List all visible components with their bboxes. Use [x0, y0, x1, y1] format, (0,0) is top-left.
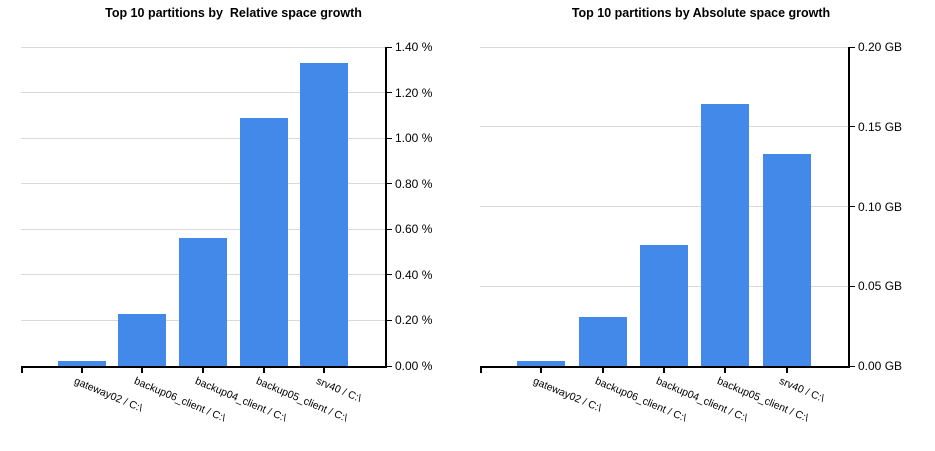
- y-axis-tick: [850, 46, 855, 48]
- gridline: [21, 46, 385, 48]
- gridline: [21, 92, 385, 94]
- x-axis-tick: [141, 368, 144, 373]
- gridline: [21, 137, 385, 139]
- bar: [300, 62, 349, 366]
- x-axis-tick: [724, 368, 727, 373]
- gridline: [480, 206, 848, 207]
- x-axis-tick: [663, 368, 665, 373]
- y-axis-tick: [387, 365, 392, 367]
- y-axis-label: 0.10 GB: [858, 199, 903, 214]
- y-axis-tick: [387, 92, 392, 94]
- y-axis-tick: [850, 206, 855, 207]
- y-axis-label: 1.00 %: [395, 131, 433, 146]
- y-axis-tick: [387, 274, 392, 276]
- plot-area: 0.00 % 0.20 % 0.40 % 0.60 % 0.80 % 1.00 % 1.20…: [21, 40, 432, 424]
- x-axis-tick: [202, 368, 204, 373]
- chart-relative-space-growth: Top 10 partitions by Relative space grow…: [0, 0, 467, 451]
- x-axis-tick: [80, 368, 83, 373]
- chart-title: Top 10 partitions by Absolute space grow…: [571, 6, 831, 20]
- y-axis-label: 0.60 %: [395, 222, 433, 237]
- bar: [578, 316, 627, 366]
- bar: [701, 104, 750, 366]
- gridline: [480, 126, 848, 128]
- bar: [640, 244, 688, 366]
- gridline: [21, 228, 385, 230]
- x-axis-label: gateway02 / C:\: [531, 375, 604, 415]
- y-axis-label: 0.00 %: [395, 359, 433, 373]
- y-axis-tick: [387, 137, 392, 139]
- y-axis-label: 0.40 %: [395, 267, 433, 282]
- x-axis-tick: [323, 368, 326, 373]
- y-axis-label: 1.20 %: [395, 85, 433, 100]
- x-axis-tick: [480, 368, 482, 373]
- x-axis-tick: [785, 368, 788, 373]
- y-axis-label: 0.20 %: [395, 313, 433, 328]
- y-axis-label: 0.15 GB: [858, 119, 903, 134]
- x-axis-label: gateway02 / C:\: [71, 375, 144, 415]
- y-axis-label: 0.05 GB: [858, 279, 903, 294]
- x-axis-label: srv40 / C:\: [314, 375, 364, 405]
- y-axis-label: 0.20 GB: [858, 40, 903, 54]
- x-axis-label: srv40 / C:\: [776, 375, 826, 405]
- x-axis-tick: [601, 368, 604, 373]
- bar: [118, 313, 167, 366]
- x-axis-tick: [21, 368, 23, 373]
- y-axis-tick: [850, 126, 855, 128]
- bar: [762, 153, 811, 366]
- chart-absolute-space-growth: Top 10 partitions by Absolute space grow…: [467, 0, 935, 451]
- y-axis-tick: [850, 285, 855, 287]
- plot-area: 0.00 GB 0.05 GB 0.10 GB 0.15 GB 0.20 GB gatew…: [480, 40, 902, 424]
- y-axis-label: 0.80 %: [395, 176, 433, 191]
- y-axis-label: 1.40 %: [395, 40, 433, 54]
- x-axis-tick: [540, 368, 543, 373]
- y-axis-tick: [850, 365, 855, 367]
- gridline: [21, 183, 385, 185]
- y-axis-tick: [387, 319, 392, 321]
- bar: [57, 361, 106, 366]
- bar: [239, 117, 288, 366]
- gridline: [480, 46, 848, 48]
- bar: [179, 238, 227, 366]
- y-axis-tick: [387, 46, 392, 48]
- x-axis-tick: [262, 368, 265, 373]
- y-axis-label: 0.00 GB: [858, 359, 903, 373]
- bar: [517, 361, 566, 366]
- y-axis-tick: [387, 183, 392, 185]
- y-axis-tick: [387, 228, 392, 230]
- chart-title: Top 10 partitions by Relative space grow…: [105, 6, 362, 20]
